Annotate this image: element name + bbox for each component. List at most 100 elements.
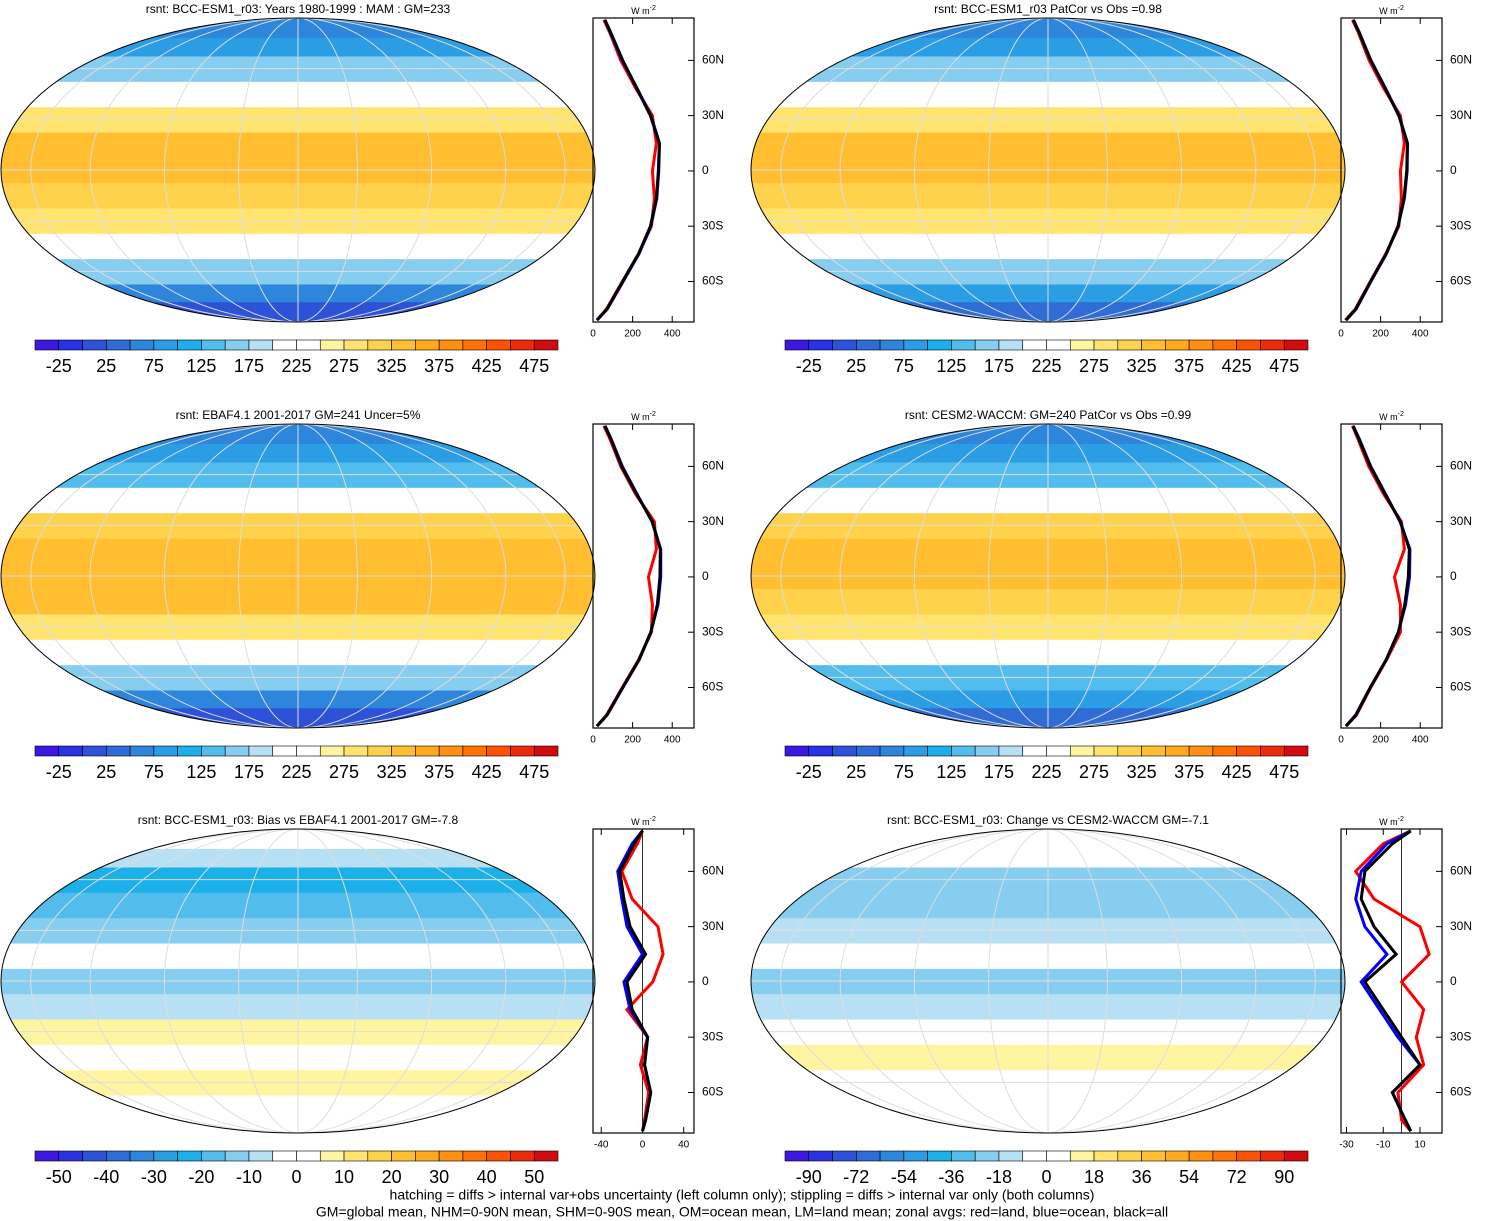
y-tick-label: 60N <box>702 53 724 67</box>
colorbar-label: 25 <box>846 762 866 782</box>
colorbar-box <box>903 1150 928 1162</box>
colorbar-box <box>1236 1150 1261 1162</box>
colorbar-box <box>224 1150 250 1162</box>
x-tick-label: 200 <box>624 735 641 746</box>
colorbar-label: 225 <box>281 762 311 782</box>
colorbar-box <box>1188 339 1214 351</box>
colorbar-box <box>177 745 202 757</box>
colorbar-box <box>1212 339 1237 351</box>
map-border <box>0 17 596 323</box>
colorbar-box <box>391 339 416 351</box>
colorbar-box <box>58 339 83 351</box>
map-meridian <box>839 829 1257 1133</box>
x-tick-label: -30 <box>1339 1140 1354 1151</box>
colorbar-box <box>1069 339 1095 351</box>
y-tick-label: 60S <box>702 274 723 288</box>
y-tick-label: 60N <box>1450 459 1472 473</box>
colorbar-box <box>927 1150 952 1162</box>
colorbar-box <box>34 339 60 351</box>
colorbar-label: 75 <box>144 356 164 376</box>
colorbar-label: 175 <box>234 356 264 376</box>
colorbar-box <box>1093 745 1119 757</box>
colorbar-box <box>367 339 392 351</box>
map-meridian <box>913 829 1183 1133</box>
unit-label: W m-2 <box>1379 411 1404 423</box>
colorbar-label: 72 <box>1227 1167 1247 1187</box>
map-meridian <box>988 18 1108 322</box>
y-tick-label: 60S <box>1450 1085 1471 1099</box>
x-tick-label: 400 <box>664 735 681 746</box>
zonal-frame <box>592 828 695 1134</box>
colorbar-box <box>1212 745 1237 757</box>
colorbar-label: 375 <box>1174 762 1204 782</box>
y-tick-label: 0 <box>1450 163 1457 177</box>
colorbar-box <box>879 745 905 757</box>
colorbar-label: -18 <box>986 1167 1012 1187</box>
colorbar-label: -10 <box>236 1167 262 1187</box>
y-tick-label: 30N <box>1450 108 1472 122</box>
unit-exponent: -2 <box>1398 816 1404 823</box>
colorbar-box <box>367 745 392 757</box>
colorbar-label: -25 <box>796 356 822 376</box>
unit-label: W m-2 <box>631 411 656 423</box>
colorbar-box <box>1141 339 1166 351</box>
colorbar-box <box>879 1150 905 1162</box>
colorbar-label: -72 <box>843 1167 869 1187</box>
map-meridian <box>780 18 1316 322</box>
colorbar-box <box>998 339 1024 351</box>
colorbar-label: 54 <box>1179 1167 1199 1187</box>
zonal-line <box>595 425 663 728</box>
colorbar-label: 375 <box>424 356 454 376</box>
colorbar-box <box>319 1150 345 1162</box>
colorbar-label: -20 <box>188 1167 214 1187</box>
colorbar-label: -54 <box>891 1167 917 1187</box>
map-meridian <box>30 18 566 322</box>
unit-exponent: -2 <box>1398 5 1404 12</box>
y-tick-label: 60S <box>1450 680 1471 694</box>
colorbar-box <box>343 1150 369 1162</box>
colorbar-label: -25 <box>796 762 822 782</box>
colorbar-box <box>248 745 274 757</box>
colorbar-label: 175 <box>984 762 1014 782</box>
colorbar-box <box>1046 745 1071 757</box>
colorbar-box <box>367 1150 392 1162</box>
zonal-frame <box>1340 423 1443 729</box>
colorbar-label: 10 <box>334 1167 354 1187</box>
x-tick-label: 200 <box>1372 735 1389 746</box>
y-tick-label: 60S <box>702 680 723 694</box>
colorbar-box <box>272 339 297 351</box>
colorbar-box <box>998 745 1024 757</box>
colorbar-box <box>58 1150 83 1162</box>
colorbar-label: 0 <box>1041 1167 1051 1187</box>
map-border <box>0 828 596 1134</box>
colorbar-box <box>343 339 369 351</box>
colorbar-box <box>106 1150 131 1162</box>
colorbar-box <box>879 339 905 351</box>
colorbar-box <box>1212 1150 1237 1162</box>
colorbar-box <box>391 1150 416 1162</box>
colorbar-box <box>1093 1150 1119 1162</box>
colorbar-label: 125 <box>186 356 216 376</box>
colorbar-box <box>438 339 464 351</box>
colorbar-box <box>903 745 928 757</box>
y-tick-label: 30N <box>1450 514 1472 528</box>
colorbar-label: 25 <box>846 356 866 376</box>
colorbar-box <box>951 339 976 351</box>
colorbar-label: 90 <box>1274 1167 1294 1187</box>
map-border <box>750 828 1346 1134</box>
y-tick-label: 30S <box>1450 624 1471 638</box>
colorbar-box <box>927 745 952 757</box>
colorbar-box <box>510 1150 535 1162</box>
colorbar-box <box>510 339 535 351</box>
y-tick-label: 0 <box>702 569 709 583</box>
y-tick-label: 60N <box>1450 53 1472 67</box>
colorbar-label: 18 <box>1084 1167 1104 1187</box>
colorbar-box <box>296 339 321 351</box>
colorbar-label: 225 <box>1031 762 1061 782</box>
colorbar-box <box>129 1150 155 1162</box>
colorbar-label: 375 <box>424 762 454 782</box>
colorbar-box <box>296 745 321 757</box>
unit-base: W m <box>1379 6 1398 16</box>
colorbar-box <box>1046 1150 1071 1162</box>
